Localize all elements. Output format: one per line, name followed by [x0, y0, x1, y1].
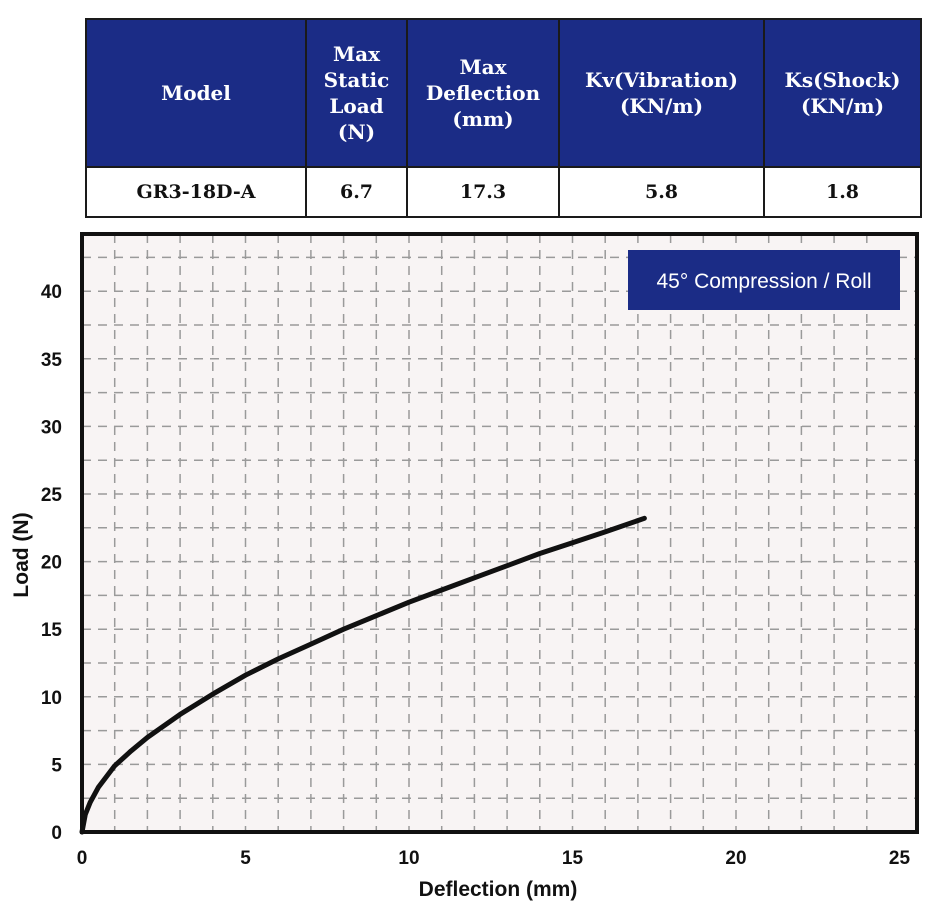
- x-tick-label: 15: [562, 848, 584, 869]
- header-kv: Kv(Vibration) (KN/m): [558, 18, 765, 168]
- x-tick-label: 25: [889, 848, 911, 869]
- header-ks: Ks(Shock) (KN/m): [763, 18, 922, 168]
- header-line: Ks(Shock): [784, 68, 901, 92]
- x-tick-label: 0: [77, 848, 88, 869]
- header-line: (KN/m): [800, 94, 885, 118]
- cell-kv: 5.8: [558, 166, 765, 218]
- cell-max-deflection: 17.3: [406, 166, 560, 218]
- header-line: (N): [337, 120, 376, 144]
- plot-area: [82, 234, 917, 832]
- header-max-deflection: Max Deflection (mm): [406, 18, 560, 168]
- y-tick-label: 35: [41, 350, 63, 371]
- header-line: Max: [459, 55, 507, 79]
- y-tick-label: 25: [41, 485, 63, 506]
- header-line: Deflection: [425, 81, 541, 105]
- header-model-label: Model: [161, 81, 231, 105]
- cell-ks: 1.8: [763, 166, 922, 218]
- chart-title-badge: [628, 250, 900, 310]
- header-model: Model: [85, 18, 307, 168]
- header-line: (mm): [452, 107, 514, 131]
- header-line: (KN/m): [619, 94, 704, 118]
- y-tick-label: 5: [51, 755, 62, 776]
- y-tick-label: 40: [41, 282, 62, 303]
- grid-lines: [82, 234, 917, 832]
- y-tick-label: 15: [41, 620, 63, 641]
- header-line: Max: [332, 42, 381, 66]
- spec-table: Model Max Static Load (N) Max Deflection…: [85, 18, 922, 218]
- y-tick-label: 10: [41, 688, 62, 709]
- spec-header-row: Model Max Static Load (N) Max Deflection…: [85, 18, 922, 168]
- tick-labels: 0 5 10 15 20 25 0 5 10 15 20 25 30 35 40: [41, 282, 911, 869]
- load-deflection-chart: 0 5 10 15 20 25 0 5 10 15 20 25 30 35 40 45° Compressi…: [10, 232, 919, 901]
- series-line: [79, 515, 647, 835]
- header-line: Kv(Vibration): [585, 68, 738, 92]
- plot-frame: [80, 232, 919, 834]
- y-tick-label: 30: [41, 417, 62, 438]
- y-tick-label: 0: [51, 823, 62, 844]
- header-max-static-load: Max Static Load (N): [305, 18, 408, 168]
- x-tick-label: 5: [240, 848, 251, 869]
- header-line: Load: [329, 94, 384, 118]
- cell-model: GR3-18D-A: [85, 166, 307, 218]
- x-axis-title: Deflection (mm): [419, 878, 578, 901]
- x-tick-label: 10: [398, 848, 419, 869]
- cell-max-static-load: 6.7: [305, 166, 408, 218]
- chart-title: 45° Compression / Roll: [657, 270, 872, 293]
- header-line: Static: [323, 68, 390, 92]
- y-tick-label: 20: [41, 553, 62, 574]
- x-tick-label: 20: [725, 848, 746, 869]
- y-axis-title: Load (N): [10, 512, 33, 597]
- spec-data-row: GR3-18D-A 6.7 17.3 5.8 1.8: [85, 166, 922, 218]
